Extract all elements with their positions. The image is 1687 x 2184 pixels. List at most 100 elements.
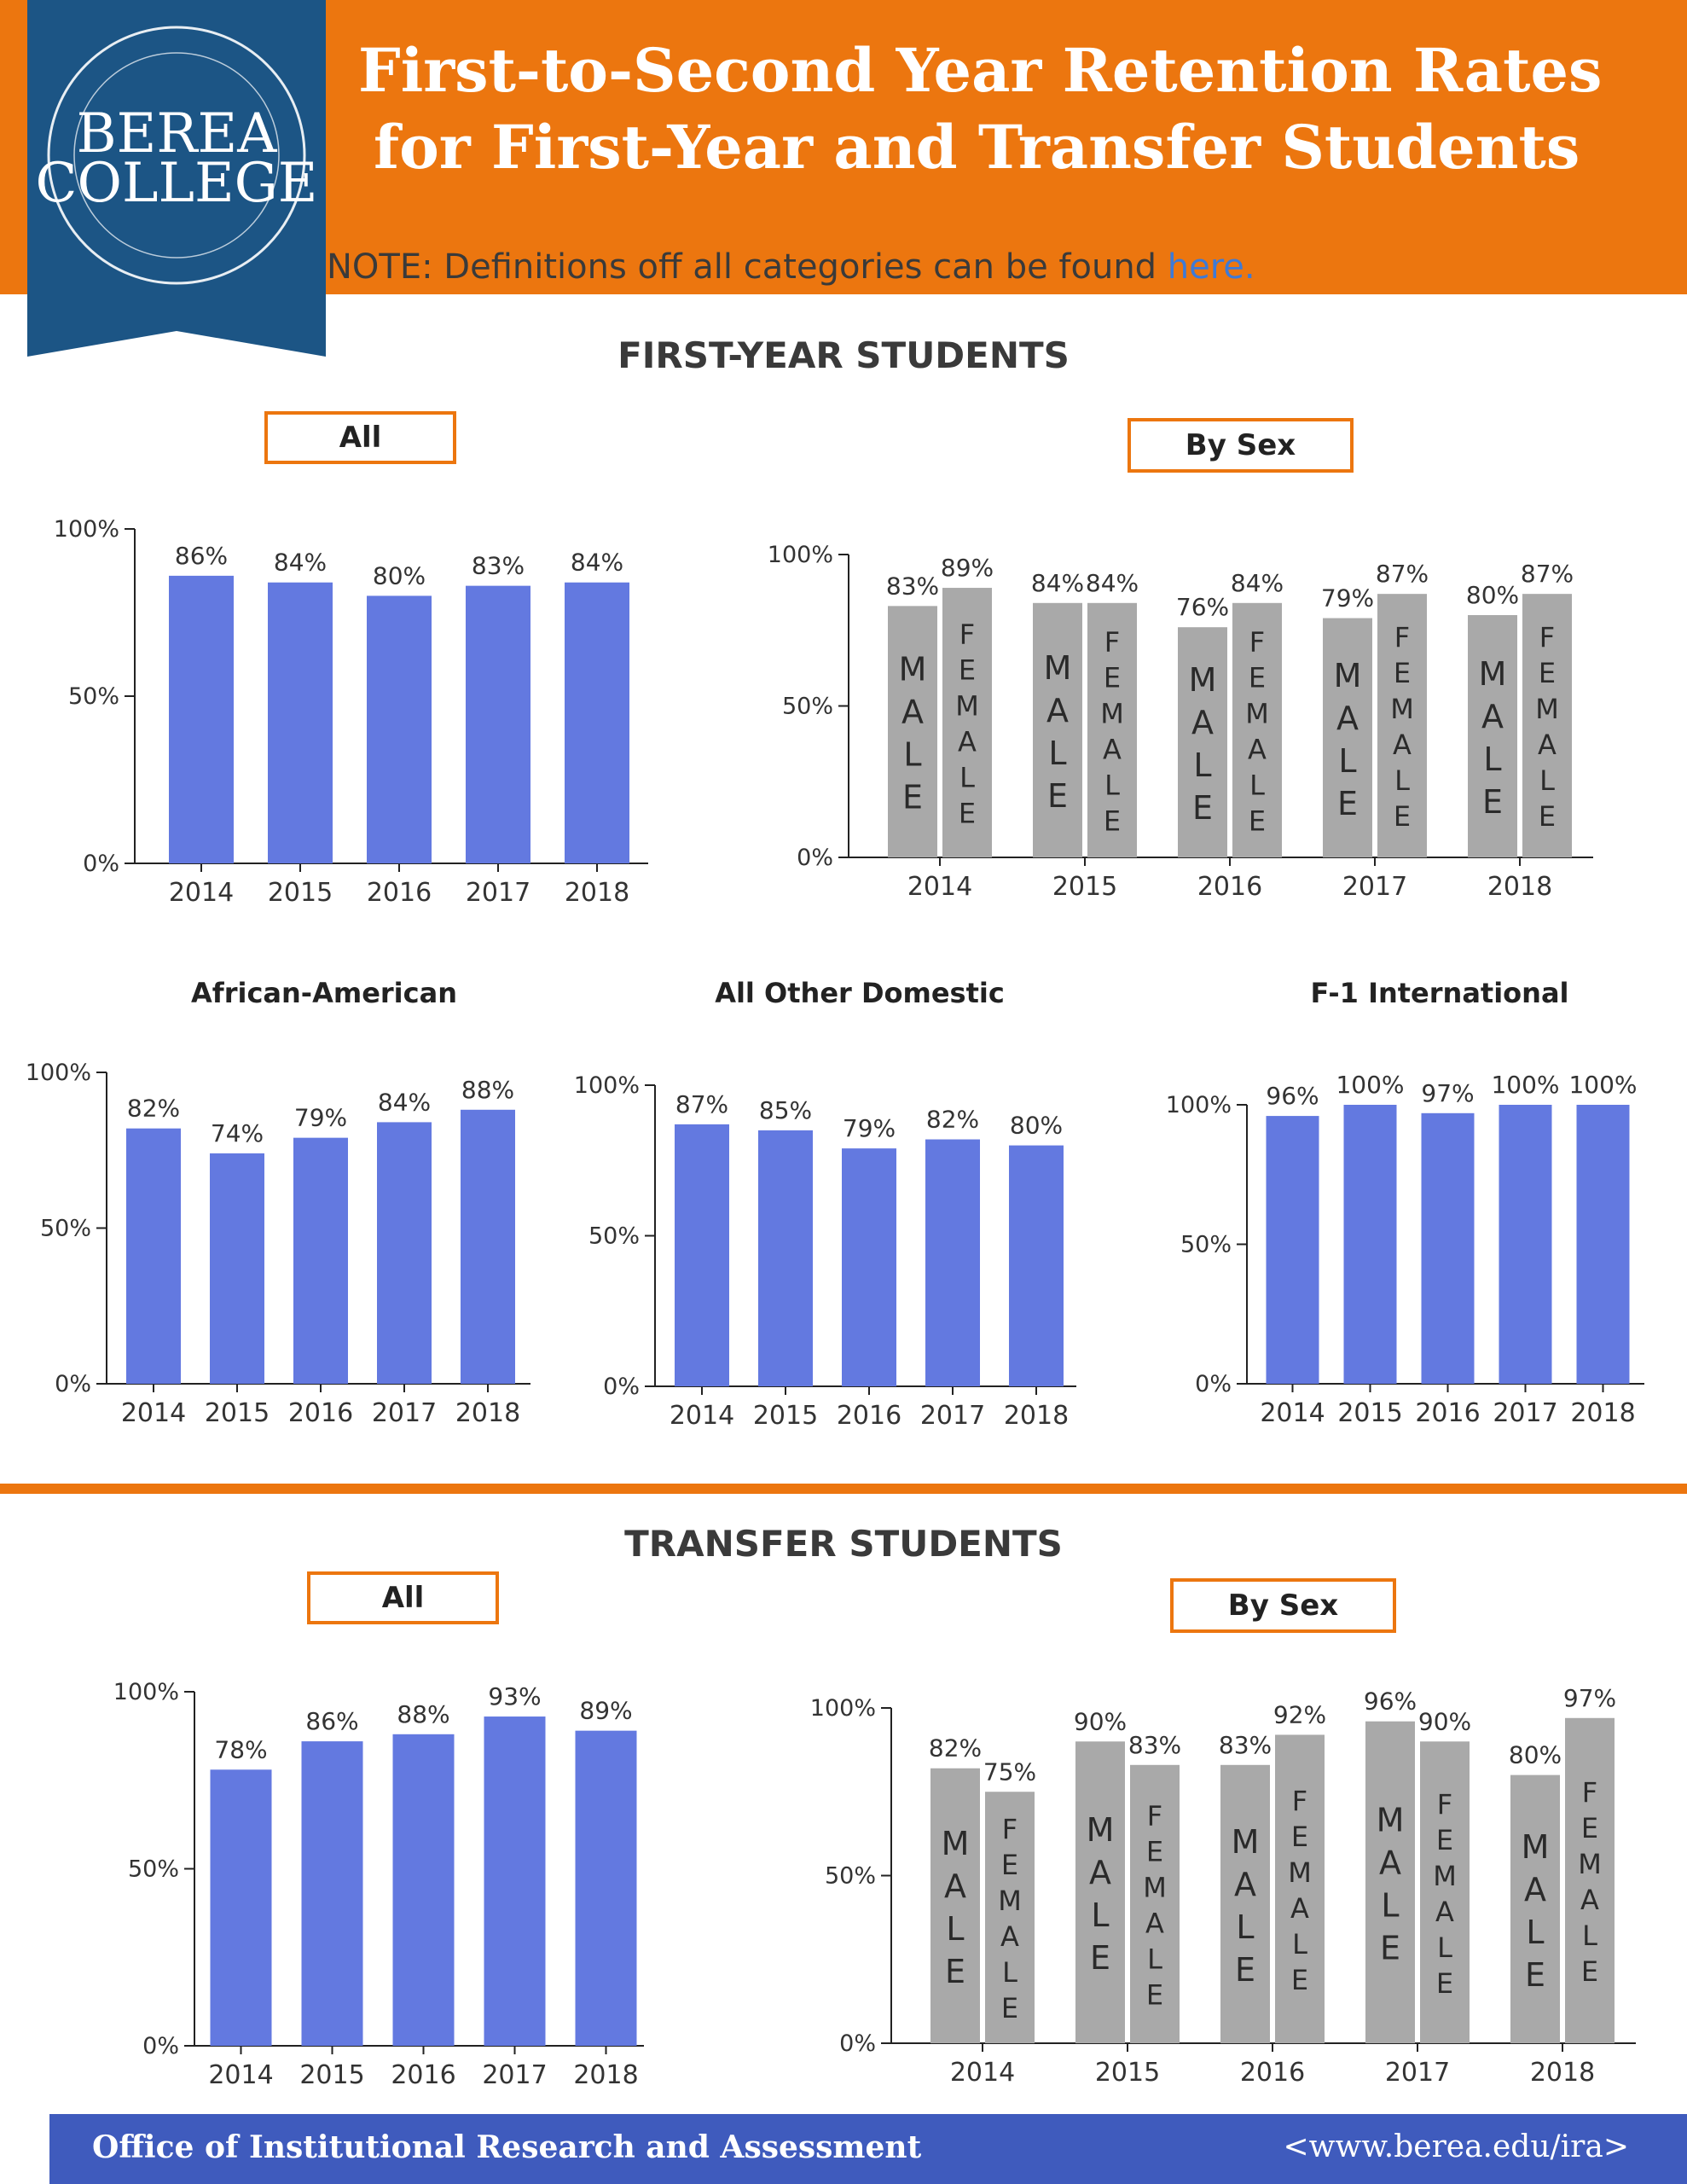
- fy_intl-data-label: 97%: [1421, 1079, 1474, 1107]
- fy_all-x-tick-label: 2018: [565, 878, 629, 908]
- fy_aa-bar: [377, 1122, 432, 1384]
- tr_sex-data-label: 90%: [1074, 1707, 1127, 1735]
- fy_sex-data-label: 84%: [1031, 569, 1084, 597]
- fy_od-data-label: 79%: [843, 1114, 896, 1142]
- fy_sex-series-letter: E: [1047, 777, 1068, 815]
- fy_od-y-tick-label: 100%: [574, 1072, 640, 1099]
- fy_intl-bar: [1576, 1105, 1630, 1384]
- tr_sex-series-letter: L: [1147, 1943, 1162, 1976]
- tr_sex-data-label: 96%: [1364, 1687, 1417, 1716]
- tr_all-y-tick-label: 100%: [113, 1679, 179, 1705]
- fy_intl-bar: [1499, 1105, 1552, 1384]
- tr_sex-data-label: 83%: [1219, 1731, 1272, 1759]
- fy_od-data-label: 82%: [926, 1106, 979, 1134]
- fy_sex-y-tick-label: 50%: [782, 694, 833, 720]
- tr_all-y-tick-label: 0%: [142, 2033, 179, 2059]
- fy_sex-bar-female: [1087, 602, 1137, 857]
- tr_sex-data-label: 75%: [983, 1757, 1036, 1786]
- fy_sex-series-letter: E: [1337, 785, 1358, 822]
- fy_all-x-tick-label: 2014: [169, 878, 234, 908]
- tr_sex-x-tick-label: 2017: [1385, 2058, 1450, 2088]
- tr_sex-series-letter: F: [1002, 1813, 1017, 1845]
- tr_sex-series-letter: A: [1089, 1854, 1111, 1891]
- tr_sex-series-letter: M: [998, 1885, 1022, 1917]
- fy_od-data-label: 80%: [1010, 1112, 1063, 1140]
- tr_all-x-tick-label: 2018: [573, 2060, 638, 2090]
- tr_sex-bar-female: [985, 1792, 1035, 2043]
- tr_sex-bar-female: [1130, 1764, 1180, 2043]
- fy_sex-series-letter: E: [1249, 805, 1266, 838]
- tr_sex-series-letter: F: [1582, 1776, 1597, 1809]
- fy_sex-y-tick-label: 0%: [797, 845, 833, 871]
- footer-url[interactable]: <www.berea.edu/ira>: [1283, 2129, 1629, 2164]
- fy_aa-y-tick-label: 100%: [26, 1060, 91, 1086]
- definitions-link[interactable]: here.: [1167, 247, 1255, 287]
- fy_sex-series-letter: E: [1394, 657, 1411, 689]
- fy_sex-series-letter: E: [1192, 789, 1213, 827]
- fy_sex-series-letter: E: [902, 779, 923, 816]
- tr_all-bar: [301, 1741, 363, 2046]
- fy_sex-series-letter: L: [959, 762, 975, 794]
- fy_sex-data-label: 84%: [1231, 569, 1284, 597]
- fy_od-bar: [675, 1124, 729, 1386]
- fy_sex-series-letter: A: [1191, 704, 1214, 741]
- fy_sex-series-letter: M: [1535, 693, 1559, 725]
- fy_sex-series-letter: L: [1539, 764, 1555, 797]
- fy_all-x-tick-label: 2015: [268, 878, 333, 908]
- fy_sex-x-tick-label: 2018: [1487, 872, 1552, 902]
- fy_aa-data-label: 84%: [378, 1088, 431, 1116]
- fy_aa-bar: [293, 1137, 348, 1384]
- fy_sex-x-tick-label: 2014: [907, 872, 972, 902]
- fy_sex-series-letter: A: [1481, 698, 1504, 735]
- tr_sex-series-letter: M: [1288, 1856, 1312, 1889]
- tr_sex-series-letter: L: [1437, 1931, 1452, 1964]
- tr_sex-y-tick-label: 0%: [839, 2030, 876, 2057]
- fy_sex-bar-male: [1468, 615, 1517, 857]
- tr_sex-bar-male: [930, 1768, 980, 2043]
- tr_sex-bar-female: [1420, 1741, 1470, 2043]
- fy_all-y-tick-label: 0%: [83, 851, 119, 877]
- fy_sex-series-letter: A: [1393, 729, 1412, 761]
- fy_intl-x-tick-label: 2017: [1493, 1398, 1557, 1428]
- tr_sex-series-letter: E: [1436, 1967, 1453, 2000]
- tr_sex-bar-male: [1510, 1774, 1560, 2043]
- tr_all-data-label: 93%: [488, 1682, 541, 1711]
- tr_sex-series-letter: E: [1291, 1821, 1308, 1853]
- fy_intl-x-tick-label: 2015: [1337, 1398, 1402, 1428]
- page-title-line-2: for First-Year and Transfer Students: [374, 112, 1580, 183]
- tr_sex-series-letter: M: [1377, 1801, 1405, 1838]
- fy_sex-data-label: 84%: [1086, 569, 1139, 597]
- tr_sex-x-tick-label: 2016: [1240, 2058, 1305, 2088]
- fy_sex-series-letter: A: [1046, 692, 1069, 729]
- fy_sex-bar-female: [942, 588, 992, 857]
- tr_sex-series-letter: E: [1001, 1992, 1018, 2024]
- tr_sex-series-letter: F: [1437, 1788, 1452, 1821]
- tr_sex-data-label: 83%: [1128, 1731, 1181, 1759]
- tr_sex-series-letter: M: [1232, 1823, 1260, 1861]
- fy_aa-y-tick-label: 50%: [40, 1216, 91, 1242]
- fy_intl-bar: [1421, 1112, 1475, 1384]
- tr_sex-series-letter: L: [1236, 1908, 1254, 1946]
- fy_sex-series-letter: E: [1539, 657, 1556, 689]
- fy_intl-bar: [1266, 1116, 1319, 1384]
- fy_aa-y-tick-label: 0%: [55, 1371, 91, 1397]
- fy_all-data-label: 83%: [472, 552, 525, 580]
- tr_sex-series-letter: E: [1380, 1929, 1400, 1966]
- fy_aa-data-label: 88%: [461, 1076, 514, 1104]
- fy_sex-bar-male: [888, 606, 937, 857]
- tr_all-data-label: 88%: [397, 1700, 449, 1728]
- tr_all-bar: [484, 1716, 546, 2046]
- fy_aa-bar: [461, 1109, 515, 1384]
- fy_sex-series-letter: L: [1249, 770, 1265, 802]
- tr_sex-series-letter: E: [1090, 1939, 1110, 1977]
- tr_all-data-label: 89%: [579, 1697, 632, 1725]
- fy_sex-series-letter: A: [958, 726, 977, 758]
- fy_sex-series-letter: M: [1245, 698, 1269, 730]
- tr_sex-series-letter: M: [1433, 1860, 1457, 1892]
- fy_all-bar: [169, 575, 234, 863]
- chart-title-african-american: African-American: [191, 977, 457, 1009]
- tr_sex-bar-female: [1275, 1734, 1325, 2043]
- tr_all-bar: [575, 1730, 637, 2046]
- tr_all-x-tick-label: 2017: [482, 2060, 547, 2090]
- fy_aa-x-tick-label: 2018: [455, 1398, 520, 1428]
